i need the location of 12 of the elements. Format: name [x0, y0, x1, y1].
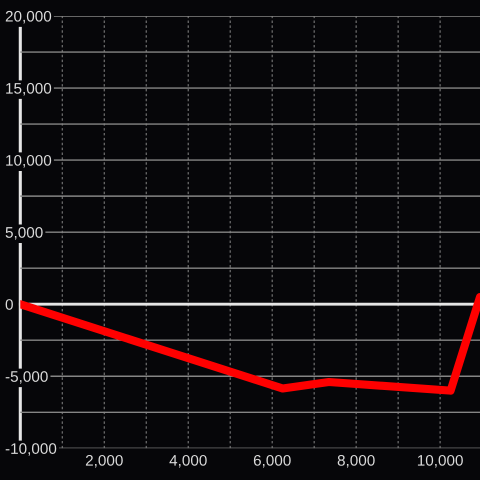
y-tick-label: 15,000	[6, 82, 52, 96]
y-tick-label: -5,000	[6, 371, 48, 384]
x-tick-label: 6,000	[254, 454, 291, 468]
x-tick-label: 8,000	[338, 454, 375, 468]
y-tick-label: 5,000	[6, 227, 43, 240]
x-tick-label: 10,000	[418, 454, 463, 468]
x-tick-label: 2,000	[86, 454, 123, 468]
y-tick-label: 20,000	[6, 10, 52, 24]
y-tick-label: -10,000	[6, 443, 56, 456]
x-tick-label: 4,000	[169, 454, 207, 468]
y-tick-label: 0	[6, 299, 13, 310]
y-tick-label: 10,000	[6, 154, 52, 168]
